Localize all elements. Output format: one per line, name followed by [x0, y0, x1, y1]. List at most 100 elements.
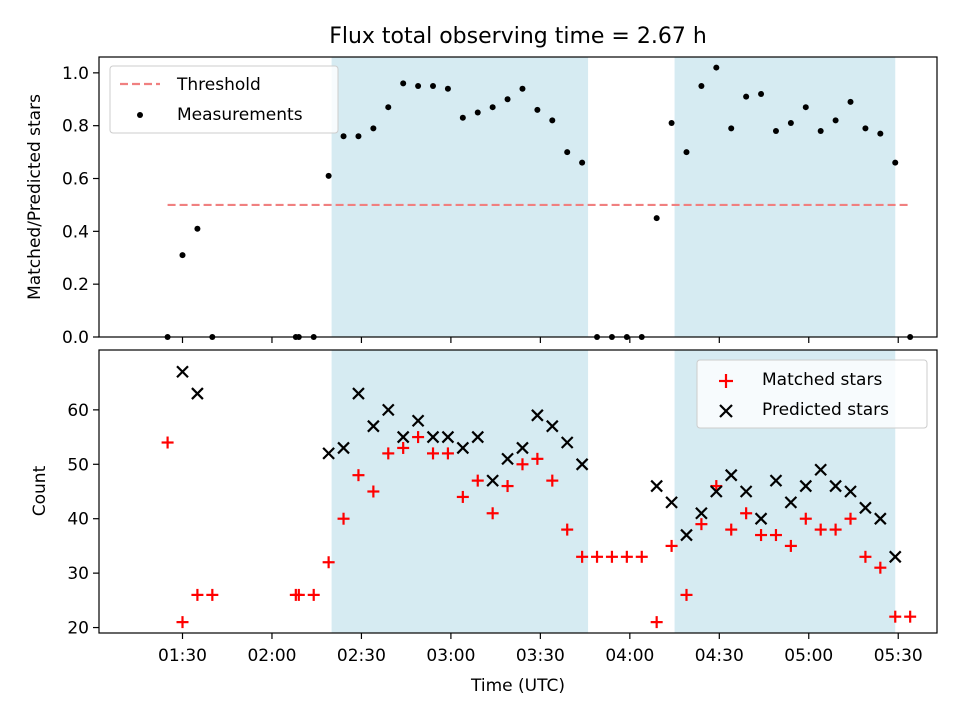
legend-predicted-swatch	[719, 404, 733, 418]
predicted-star-point	[426, 430, 440, 444]
legend-predicted-label: Predicted stars	[762, 400, 889, 420]
predicted-star-point	[471, 430, 485, 444]
predicted-star-point	[859, 501, 872, 515]
matched-star-point	[844, 512, 857, 525]
matched-star-point	[904, 610, 917, 623]
matched-star-point	[456, 490, 469, 503]
matched-star-point	[561, 523, 574, 536]
legend-matched-label: Matched stars	[762, 370, 882, 390]
legend-threshold-label: Threshold	[176, 75, 261, 95]
x-axis-label: Time (UTC)	[470, 676, 565, 696]
bottom-plot-frame	[98, 349, 938, 634]
y-tick-label: 0.8	[62, 117, 89, 137]
predicted-star-point	[829, 479, 842, 493]
measurement-point	[355, 133, 362, 140]
matched-star-point	[874, 561, 887, 574]
predicted-star-point	[724, 468, 738, 482]
measurement-point	[489, 104, 496, 111]
x-tick-label: 05:00	[784, 646, 833, 666]
measurement-point	[415, 83, 422, 90]
measurement-point	[877, 130, 884, 137]
matched-star-point	[784, 539, 797, 552]
measurement-point	[444, 85, 451, 92]
predicted-star-point	[441, 430, 455, 444]
bottom-panel: 20 30 40 50 60 01:30 02:00 02:30 03:00 03:30 04:0…	[30, 349, 938, 696]
matched-star-point	[412, 431, 425, 444]
measurement-point	[862, 125, 869, 132]
measurement-point	[758, 90, 765, 97]
x-tick-label: 02:00	[247, 646, 296, 666]
legend-measurements-swatch	[137, 112, 143, 118]
matched-star-point	[859, 550, 872, 563]
top-plot-frame	[98, 56, 938, 338]
predicted-star-point	[874, 512, 887, 525]
matched-star-point	[576, 550, 589, 563]
matched-star-point	[769, 529, 782, 542]
matched-star-point	[829, 523, 842, 536]
y-tick-label: 50	[67, 455, 89, 475]
measurement-point	[385, 104, 392, 111]
y-tick-label: 0.2	[62, 275, 89, 295]
matched-star-point	[307, 588, 320, 601]
predicted-star-point	[799, 479, 813, 493]
legend-matched-swatch	[719, 374, 733, 388]
predicted-star-point	[680, 528, 693, 542]
bottom-y-axis-label: Count	[30, 465, 50, 516]
x-tick-label: 01:30	[158, 646, 207, 666]
x-tick-label: 03:30	[516, 646, 565, 666]
measurement-point	[564, 149, 571, 156]
measurement-point	[459, 114, 466, 121]
measurement-point	[728, 125, 735, 132]
matched-star-point	[161, 436, 174, 449]
measurement-point	[519, 85, 526, 92]
measurement-point	[534, 106, 541, 113]
matched-star-point	[441, 447, 454, 460]
predicted-star-point	[650, 479, 663, 493]
matched-star-point	[486, 507, 499, 520]
predicted-star-point	[501, 452, 514, 466]
matched-star-point	[352, 469, 365, 482]
matched-star-point	[889, 610, 902, 623]
predicted-star-point	[769, 474, 783, 487]
matched-star-point	[382, 447, 395, 460]
measurement-point	[847, 98, 854, 105]
shaded-interval	[674, 57, 896, 337]
measurement-point	[179, 252, 186, 259]
matched-star-point	[725, 523, 738, 536]
measurement-point	[817, 127, 824, 134]
x-tick-label: 04:30	[695, 646, 744, 666]
matched-star-point	[755, 529, 768, 542]
measurement-point	[400, 80, 407, 87]
y-tick-label: 20	[67, 619, 89, 639]
matched-star-point	[191, 588, 204, 601]
matched-star-point	[680, 588, 693, 601]
predicted-star-point	[546, 419, 559, 433]
measurement-point	[892, 159, 899, 166]
predicted-star-point	[888, 550, 902, 564]
predicted-star-point	[754, 512, 768, 525]
measurement-point	[787, 120, 794, 127]
matched-star-point	[531, 452, 544, 465]
measurement-point	[802, 104, 809, 111]
x-tick-label: 04:00	[605, 646, 654, 666]
matched-star-point	[546, 474, 559, 487]
y-tick-label: 30	[67, 564, 89, 584]
matched-star-point	[471, 474, 484, 487]
x-tick-label: 03:00	[426, 646, 475, 666]
legend-measurements-label: Measurements	[177, 105, 303, 125]
measurement-point	[474, 109, 481, 116]
y-tick-label: 60	[67, 401, 89, 421]
y-tick-label: 40	[67, 510, 89, 530]
measurement-point	[713, 64, 720, 71]
predicted-star-point	[176, 365, 189, 379]
top-y-axis-label: Matched/Predicted stars	[25, 94, 45, 300]
measurement-point	[698, 83, 705, 90]
predicted-star-point	[560, 436, 574, 449]
matched-star-point	[799, 512, 812, 525]
matched-star-point	[650, 616, 663, 629]
measurement-point	[325, 172, 332, 179]
matched-star-point	[501, 480, 514, 493]
measurement-point	[653, 215, 660, 222]
predicted-star-point	[784, 496, 798, 509]
matched-star-point	[516, 458, 529, 471]
